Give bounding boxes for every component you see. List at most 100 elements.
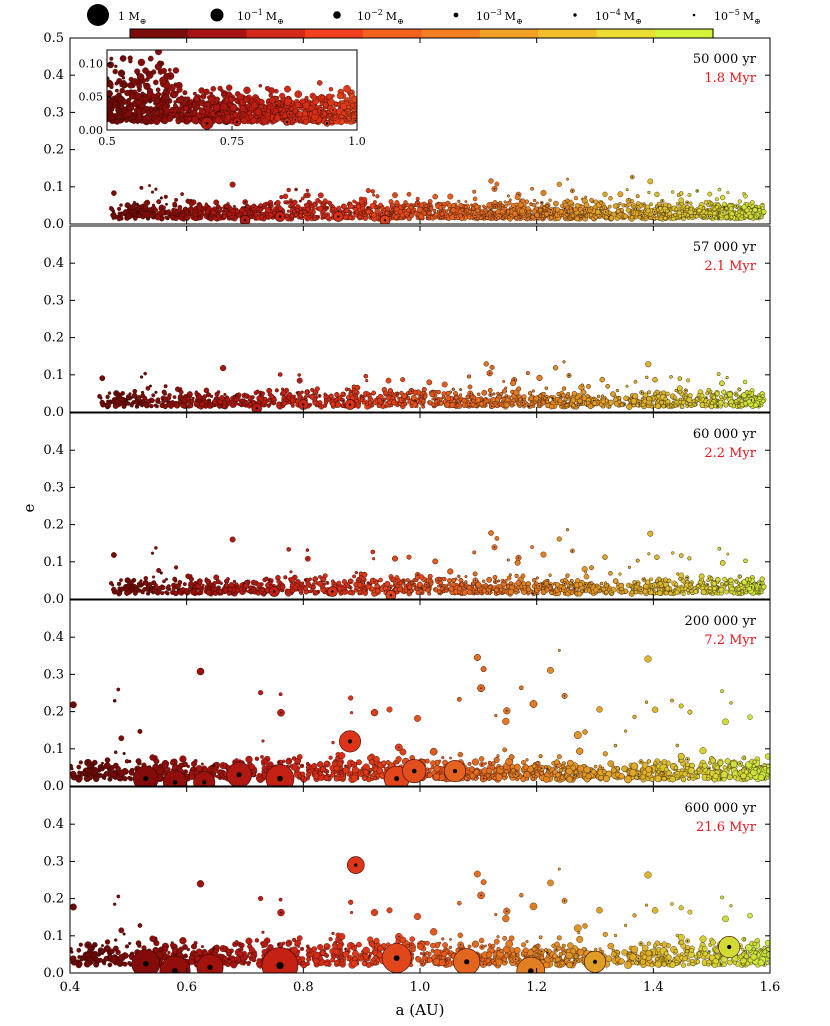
data-point	[106, 395, 110, 399]
data-point-core	[208, 216, 209, 217]
data-point	[299, 214, 303, 218]
data-point	[664, 397, 668, 401]
data-point-core	[560, 396, 561, 397]
data-point	[423, 395, 427, 399]
data-point-core	[307, 195, 308, 196]
data-point	[179, 216, 184, 221]
data-point	[504, 402, 510, 408]
data-point	[324, 395, 327, 398]
data-point-core	[490, 394, 491, 395]
data-point	[465, 206, 468, 209]
data-point	[497, 392, 500, 395]
data-point	[545, 387, 548, 390]
data-point	[358, 215, 362, 219]
data-point	[222, 214, 227, 219]
data-point	[360, 206, 365, 211]
data-point	[570, 209, 573, 212]
data-point	[263, 203, 267, 207]
data-point	[726, 376, 729, 379]
data-point	[659, 217, 663, 221]
data-point-core	[641, 392, 642, 393]
data-point-core	[550, 212, 551, 213]
data-point	[655, 206, 658, 209]
data-point	[245, 400, 249, 404]
data-point	[679, 198, 684, 203]
data-point	[748, 391, 751, 394]
data-point	[646, 362, 651, 367]
data-point	[318, 206, 323, 211]
data-point-core	[297, 392, 298, 393]
data-point	[437, 397, 440, 400]
data-point	[566, 199, 570, 203]
y-tick-label: 0.4	[43, 256, 64, 271]
panel-scaled-time-label: 2.1 Myr	[704, 259, 756, 274]
data-point	[160, 403, 165, 408]
data-point-core	[137, 211, 138, 212]
data-point	[662, 213, 665, 216]
data-point-large-core	[256, 407, 258, 409]
data-point-core	[137, 204, 138, 205]
data-point	[706, 392, 709, 395]
data-point	[178, 394, 183, 399]
data-point	[313, 217, 316, 220]
data-point	[498, 205, 500, 207]
data-point	[304, 395, 307, 398]
data-point	[513, 404, 515, 406]
data-point	[601, 395, 604, 398]
data-point	[597, 395, 600, 398]
data-point	[362, 401, 365, 404]
data-point	[259, 215, 263, 219]
data-point	[407, 192, 411, 196]
data-point	[480, 211, 483, 214]
data-point	[536, 202, 539, 205]
data-point	[144, 403, 149, 408]
data-point	[582, 396, 587, 401]
data-point	[737, 398, 740, 401]
data-point-core	[585, 209, 586, 210]
data-point	[747, 395, 750, 398]
data-point	[204, 388, 209, 393]
data-point	[608, 205, 611, 208]
data-point	[485, 404, 487, 406]
data-point	[401, 377, 405, 381]
data-point	[100, 400, 105, 405]
data-point	[411, 401, 415, 405]
data-point	[528, 391, 532, 395]
data-point	[323, 199, 327, 203]
data-point	[628, 399, 631, 402]
data-point	[164, 384, 168, 388]
data-point	[482, 390, 487, 395]
data-point	[183, 207, 186, 210]
data-point	[267, 388, 272, 393]
data-point	[372, 194, 375, 197]
data-point-core	[318, 216, 319, 217]
data-point	[109, 400, 112, 403]
data-point	[158, 401, 161, 404]
data-point	[525, 200, 529, 204]
data-point	[557, 182, 562, 187]
data-point-core	[624, 404, 625, 405]
data-point	[437, 210, 440, 213]
data-point	[278, 373, 282, 377]
data-point	[563, 215, 566, 218]
data-point	[600, 202, 603, 205]
data-point	[530, 187, 533, 190]
data-point	[286, 399, 289, 402]
data-point	[230, 182, 236, 188]
data-point	[506, 210, 510, 214]
data-point	[348, 216, 352, 220]
data-point	[440, 212, 444, 216]
data-point-core	[253, 207, 254, 208]
data-point	[154, 188, 157, 191]
data-point	[237, 213, 241, 217]
data-point	[695, 215, 699, 219]
data-point	[323, 214, 327, 218]
data-point	[340, 395, 343, 398]
data-point	[129, 205, 133, 209]
data-point	[301, 197, 304, 200]
data-point	[606, 384, 610, 388]
data-point	[594, 215, 598, 219]
data-point-core	[491, 406, 492, 407]
data-point	[446, 391, 451, 396]
